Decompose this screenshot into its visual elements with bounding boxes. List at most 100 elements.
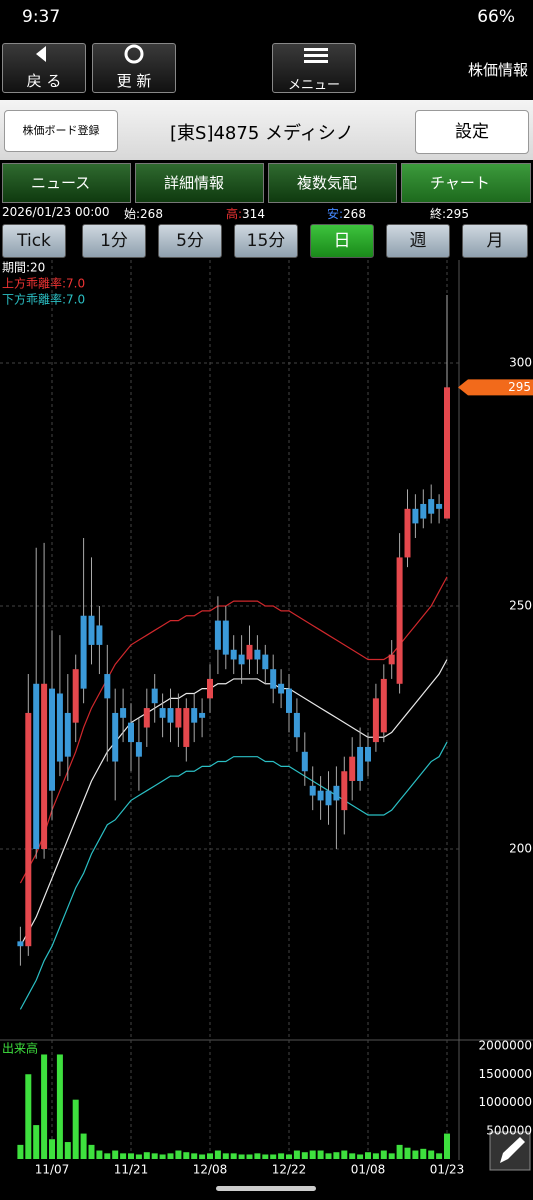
- candle-body: [33, 683, 40, 850]
- volume-tick-label: 2000000: [479, 1039, 532, 1053]
- candle-body: [286, 688, 292, 713]
- volume-bar: [25, 1074, 32, 1159]
- time: 9:37: [22, 7, 61, 27]
- menu-button[interactable]: メニュー: [272, 43, 356, 93]
- candle-body: [365, 746, 371, 762]
- board-button[interactable]: 株価ボード登録: [4, 110, 118, 152]
- candle-body: [191, 708, 198, 723]
- tab[interactable]: 詳細情報: [135, 163, 264, 203]
- volume-bar: [17, 1144, 24, 1159]
- legend-period: 期間:20: [2, 261, 45, 275]
- header: 株価ボード登録 [東S]4875 メディシノ 設定: [0, 100, 533, 160]
- volume-bar: [444, 1133, 450, 1159]
- volume-bar: [349, 1153, 356, 1159]
- tab[interactable]: 複数気配: [268, 163, 397, 203]
- x-tick-label: 11/07: [35, 1163, 70, 1177]
- candle-body: [96, 625, 103, 645]
- volume-bar: [214, 1150, 221, 1159]
- period-button[interactable]: 週: [386, 224, 450, 258]
- candle-body: [214, 620, 221, 650]
- candle-body: [246, 644, 253, 660]
- candle-body: [341, 771, 348, 811]
- volume-bar: [372, 1153, 379, 1159]
- volume-bar: [167, 1153, 174, 1159]
- info-high: 高:314: [226, 207, 265, 221]
- legend-upper: 上方乖離率:7.0: [2, 276, 85, 291]
- volume-bar: [128, 1153, 134, 1159]
- candle-body: [175, 708, 182, 728]
- tab-active[interactable]: チャート: [401, 163, 531, 203]
- candle-body: [167, 708, 174, 723]
- candle-body: [183, 708, 190, 747]
- period-button-active[interactable]: 日: [310, 224, 374, 258]
- volume-bar: [104, 1153, 111, 1159]
- period-button[interactable]: 15分: [234, 224, 298, 258]
- volume-bar: [246, 1154, 253, 1159]
- candle-body: [112, 712, 119, 762]
- tab[interactable]: ニュース: [2, 163, 131, 203]
- candle-body: [444, 387, 450, 519]
- toolbar-icons: [36, 44, 328, 64]
- candle-body: [199, 712, 206, 718]
- home-indicator: [216, 1186, 316, 1191]
- candle-body: [49, 688, 55, 791]
- candle-body: [230, 649, 237, 660]
- volume-bar: [254, 1153, 261, 1159]
- back-button[interactable]: 戻 る: [2, 43, 86, 93]
- candle-body: [207, 678, 213, 699]
- volume-tick-label: 1500000: [479, 1067, 532, 1081]
- volume-bar: [120, 1153, 127, 1159]
- candle-body: [238, 654, 245, 665]
- volume-bar: [309, 1150, 316, 1159]
- volume-bar: [436, 1153, 443, 1159]
- volume-bar: [357, 1154, 364, 1159]
- volume-bar: [388, 1153, 395, 1159]
- info-close: 終:295: [430, 207, 469, 221]
- volume-bar: [96, 1150, 103, 1159]
- volume-bar: [159, 1154, 166, 1159]
- candle-body: [262, 654, 269, 670]
- volume-bar: [428, 1150, 435, 1159]
- period-button[interactable]: Tick: [2, 224, 66, 258]
- volume-bar: [286, 1154, 292, 1159]
- candle-body: [64, 712, 71, 757]
- volume-bar: [183, 1152, 190, 1159]
- volume-bar: [301, 1152, 308, 1159]
- period-button[interactable]: 5分: [158, 224, 222, 258]
- volume-bar: [412, 1150, 419, 1159]
- candle-body: [25, 712, 32, 947]
- y-tick-label: 250: [509, 599, 532, 613]
- volume-bar: [112, 1150, 119, 1159]
- candle-body: [420, 503, 427, 519]
- candle-body: [159, 708, 166, 718]
- volume-bar: [341, 1150, 348, 1159]
- candle-body: [309, 785, 316, 796]
- candle-body: [88, 615, 95, 645]
- volume-bar: [33, 1125, 40, 1159]
- volume-label: 出来高: [2, 1041, 38, 1056]
- candle-body: [357, 746, 364, 781]
- period-button[interactable]: 月: [462, 224, 528, 258]
- candle-body: [412, 508, 419, 524]
- volume-bar: [380, 1150, 387, 1159]
- status-bar: 9:37 66%: [0, 0, 533, 36]
- settings-button[interactable]: 設定: [415, 110, 529, 154]
- period-button[interactable]: 1分: [82, 224, 146, 258]
- volume-bar: [420, 1148, 427, 1159]
- candle-body: [349, 756, 356, 781]
- volume-bar: [49, 1139, 55, 1159]
- volume-bar: [325, 1153, 332, 1159]
- candle-body: [222, 620, 229, 655]
- x-tick-label: 01/08: [351, 1163, 386, 1177]
- volume-bar: [64, 1142, 71, 1159]
- volume-tick-label: 500000: [486, 1123, 532, 1137]
- candle-body: [270, 669, 277, 689]
- legend-lower: 下方乖離率:7.0: [2, 292, 85, 307]
- refresh-button[interactable]: 更 新: [92, 43, 176, 93]
- volume-bar: [262, 1154, 269, 1159]
- candle-body: [380, 678, 387, 733]
- candle-body: [128, 722, 134, 743]
- candle-body: [120, 708, 127, 718]
